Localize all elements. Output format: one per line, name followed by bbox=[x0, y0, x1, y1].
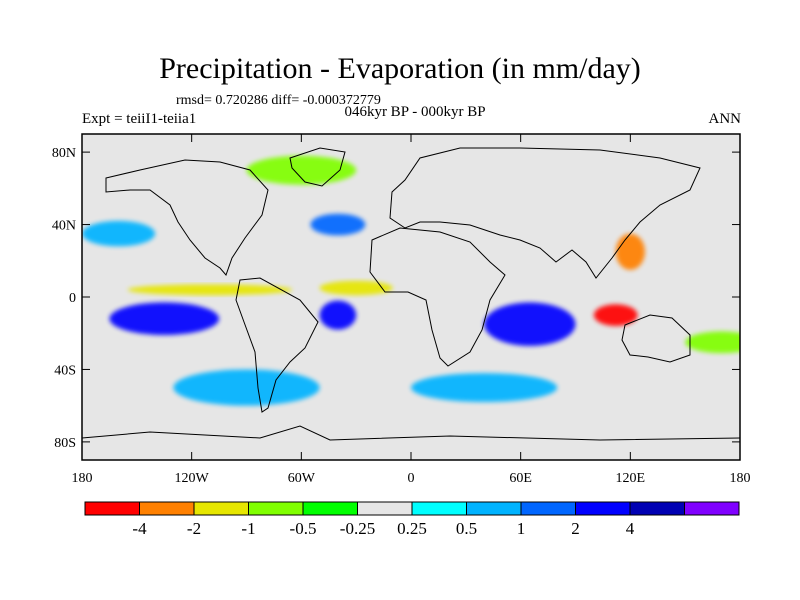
colorbar-swatch bbox=[629, 501, 685, 516]
lon-tick-label: 60E bbox=[509, 471, 532, 486]
colorbar-label: -4 bbox=[132, 519, 147, 538]
colorbar-label: -2 bbox=[187, 519, 201, 538]
field-region-5 bbox=[127, 284, 293, 296]
lon-tick-label: 180 bbox=[730, 471, 751, 486]
coastline-greenland bbox=[289, 147, 346, 187]
field-region-10 bbox=[173, 369, 320, 406]
field-region-12 bbox=[246, 155, 357, 185]
field-region-11 bbox=[411, 373, 558, 403]
lon-tick-label: 180 bbox=[72, 471, 93, 486]
field-region-7 bbox=[82, 220, 156, 247]
colorbar-swatch bbox=[520, 501, 576, 516]
coastline-south-america bbox=[235, 277, 319, 413]
colorbar-swatch bbox=[193, 501, 249, 516]
coastline-australia bbox=[621, 314, 691, 363]
lat-tick-label: 40S bbox=[54, 363, 76, 378]
coastline-eurasia bbox=[389, 147, 701, 279]
field-region-4 bbox=[615, 233, 645, 270]
colorbar-label: -1 bbox=[241, 519, 255, 538]
colorbar-label: -0.25 bbox=[340, 519, 375, 538]
lon-tick-label: 120E bbox=[616, 471, 646, 486]
colorbar-label: 0.5 bbox=[456, 519, 477, 538]
plot-title: Precipitation - Evaporation (in mm/day) bbox=[159, 52, 641, 85]
axis-ticks: 80N 40N 0 40S 80S 180 120W 60W 0 60E 120E 180 bbox=[52, 134, 751, 486]
field-region-8 bbox=[310, 213, 366, 236]
lon-tick-label: 0 bbox=[408, 471, 415, 486]
field-region-0 bbox=[109, 302, 220, 336]
precip-fields bbox=[82, 155, 740, 406]
lat-tick-label: 0 bbox=[69, 291, 76, 306]
lon-tick-label: 60W bbox=[288, 471, 316, 486]
coastline-antarctica bbox=[82, 425, 740, 441]
colorbar-label: 1 bbox=[517, 519, 526, 538]
field-region-2 bbox=[484, 302, 576, 346]
lat-tick-label: 40N bbox=[52, 219, 76, 234]
map-background bbox=[82, 134, 740, 460]
field-region-1 bbox=[319, 300, 357, 330]
lat-tick-label: 80N bbox=[52, 146, 76, 161]
subtitle: 046kyr BP - 000kyr BP bbox=[344, 104, 486, 120]
colorbar-label: 4 bbox=[626, 519, 635, 538]
stats-text: rmsd= 0.720286 diff= -0.000372779 bbox=[176, 93, 381, 108]
colorbar-swatch bbox=[357, 501, 413, 516]
lat-tick-label: 80S bbox=[54, 436, 76, 451]
field-region-6 bbox=[319, 280, 393, 296]
coastline-north-america bbox=[105, 159, 269, 276]
colorbar-swatch bbox=[575, 501, 631, 516]
season-label: ANN bbox=[708, 111, 742, 127]
lon-tick-label: 120W bbox=[175, 471, 210, 486]
colorbar-label: 2 bbox=[571, 519, 580, 538]
colorbar-swatch bbox=[684, 501, 740, 516]
colorbar-swatch bbox=[139, 501, 195, 516]
coastline-africa bbox=[369, 227, 506, 367]
colorbar-label: -0.5 bbox=[290, 519, 317, 538]
colorbar: -4 -2 -1 -0.5 -0.25 0.25 0.5 1 2 4 bbox=[84, 501, 740, 538]
colorbar-swatch bbox=[466, 501, 522, 516]
colorbar-swatch bbox=[302, 501, 358, 516]
colorbar-swatch bbox=[411, 501, 467, 516]
colorbar-label: 0.25 bbox=[397, 519, 427, 538]
field-region-9 bbox=[685, 331, 740, 354]
experiment-label: Expt = teiiI1-teiia1 bbox=[82, 111, 197, 127]
colorbar-swatch bbox=[248, 501, 304, 516]
coastlines bbox=[82, 147, 740, 441]
colorbar-swatch bbox=[84, 501, 140, 516]
field-region-3 bbox=[593, 304, 638, 326]
